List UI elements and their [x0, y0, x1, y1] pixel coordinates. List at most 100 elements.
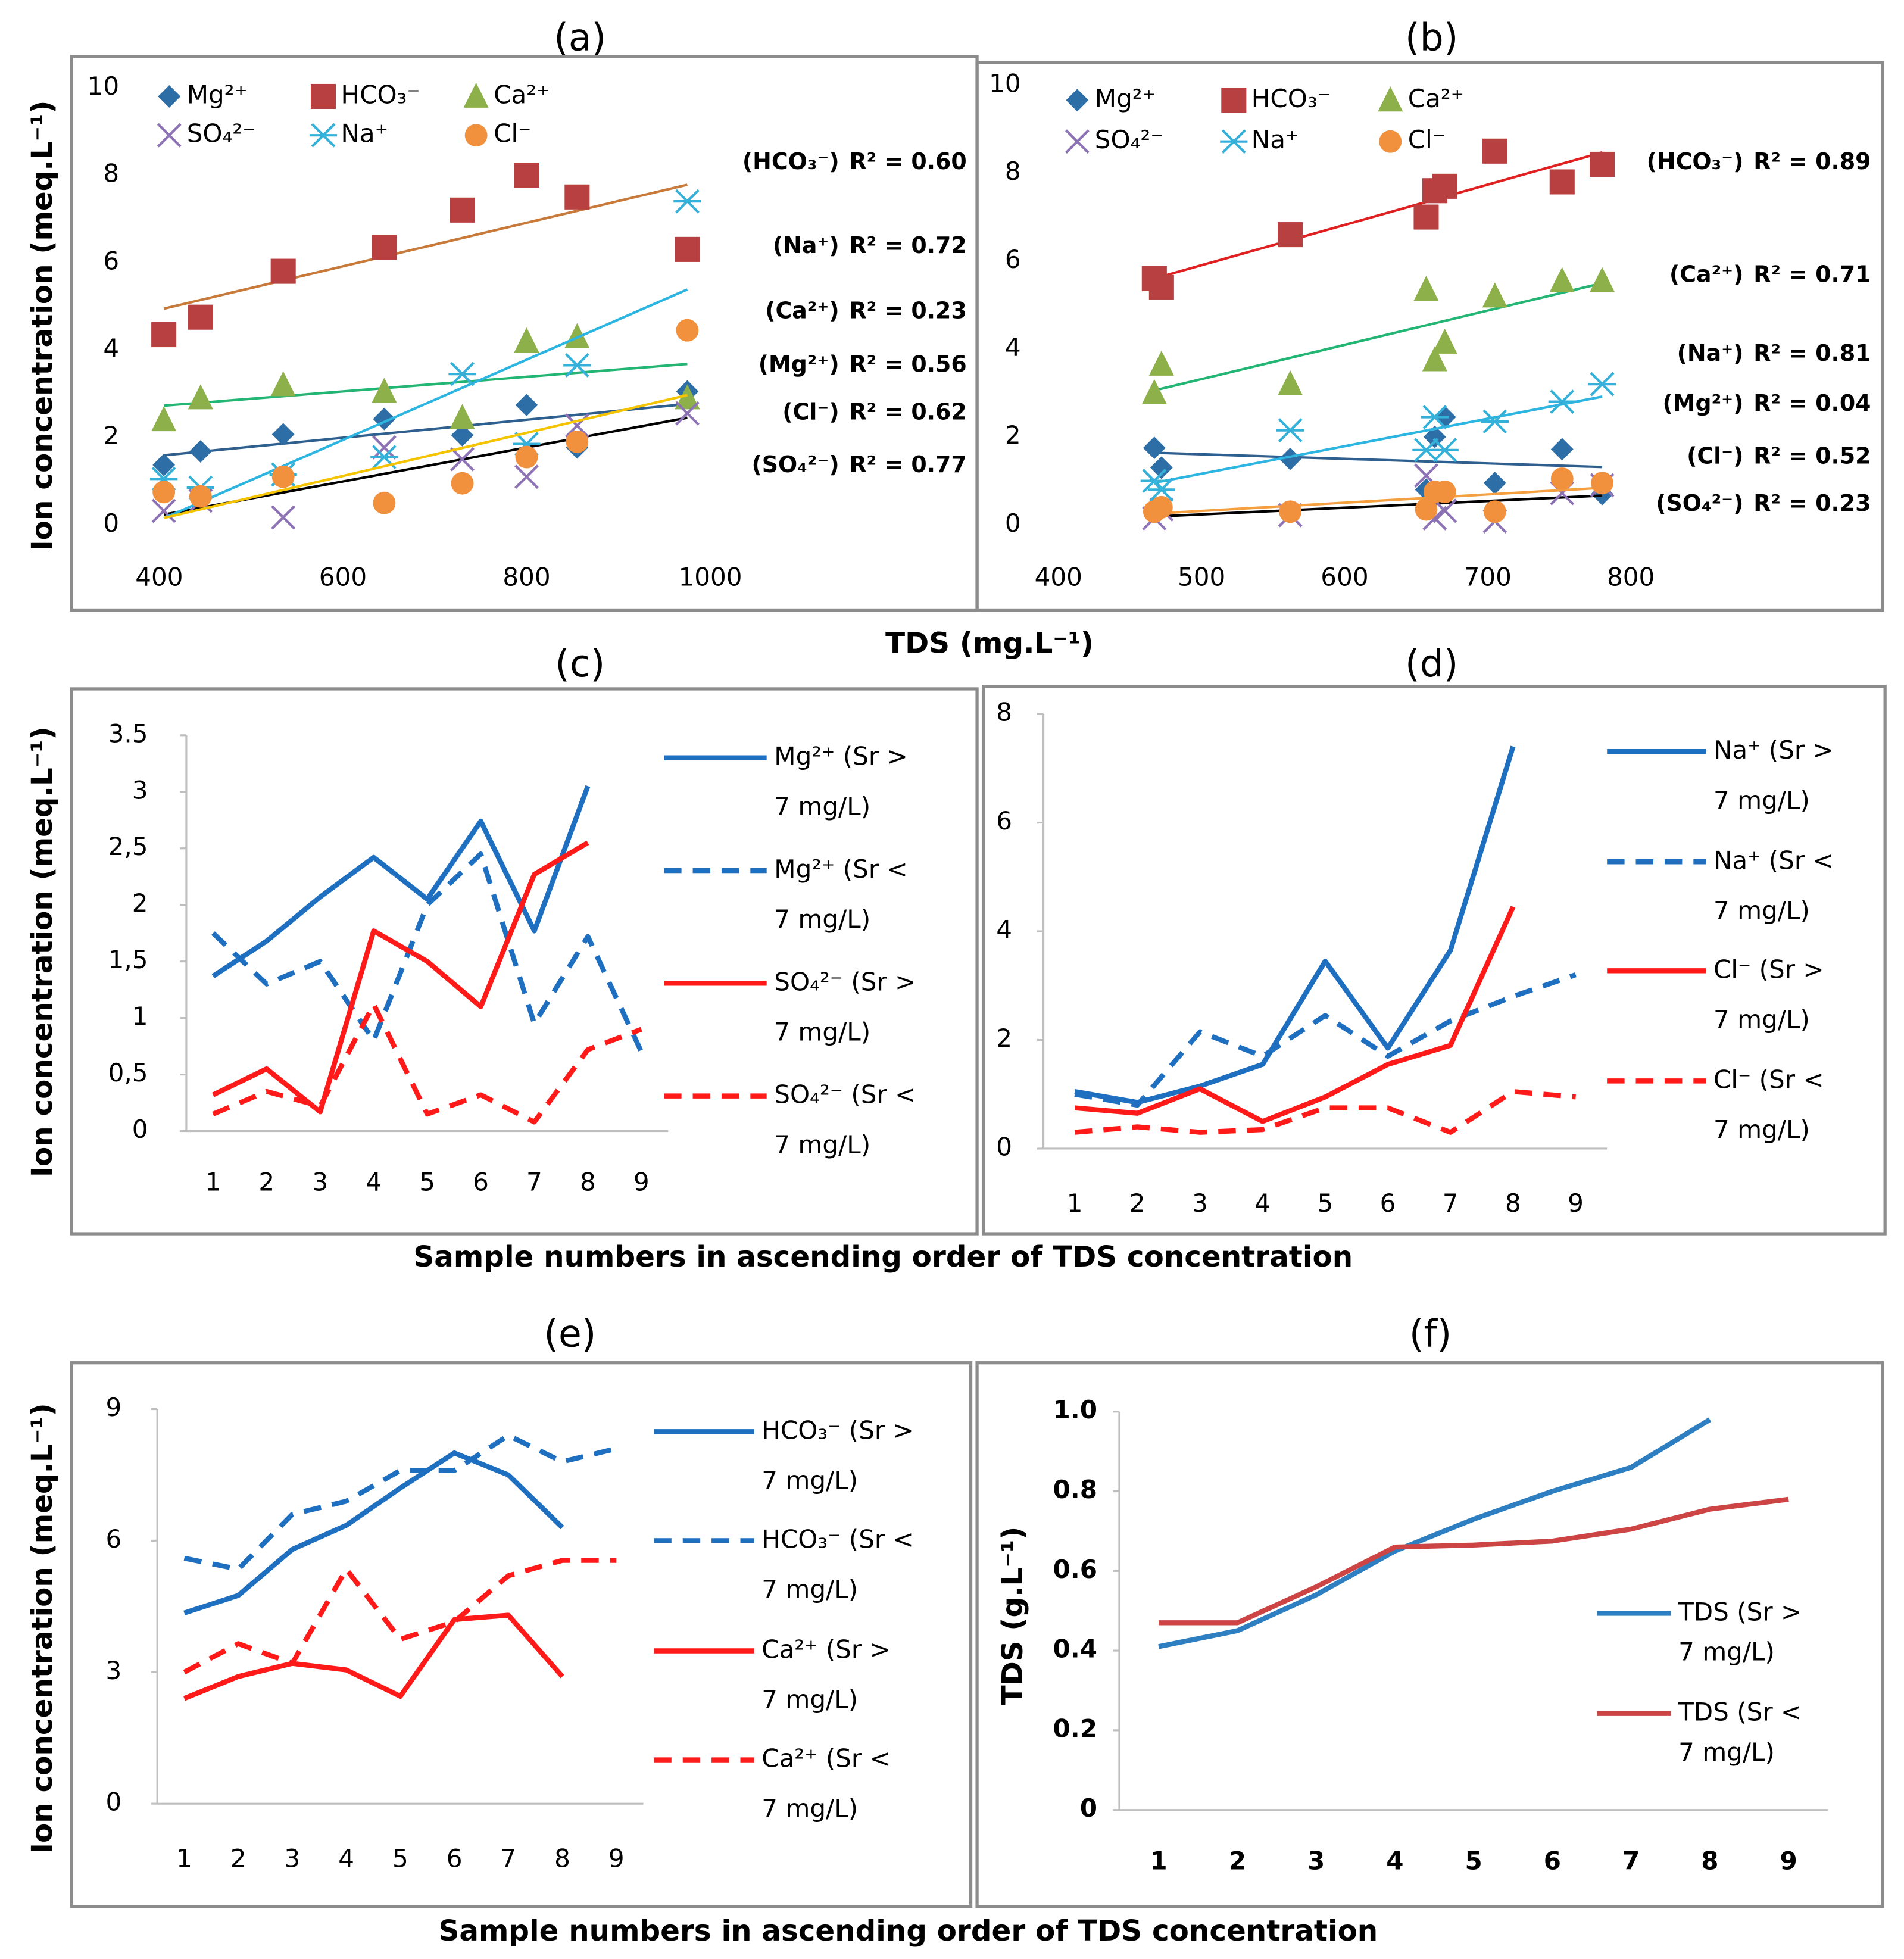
x-tick-label: 7	[1622, 1846, 1640, 1876]
marker	[1221, 88, 1247, 113]
x-tick-label: 3	[1192, 1188, 1208, 1218]
panel: (a) Ion concentration (meq.L⁻¹) TDS (mg.L⁻…	[26, 15, 1094, 660]
series-line	[1074, 745, 1516, 1105]
marker	[515, 445, 538, 469]
series-line	[183, 1450, 564, 1615]
trendline	[163, 183, 688, 310]
marker	[1549, 169, 1575, 195]
legend-label: Cl⁻	[1408, 125, 1446, 154]
r-squared: R² = 0.72	[850, 232, 967, 258]
series-line	[212, 1002, 642, 1125]
marker	[1483, 500, 1506, 523]
panel-frame	[70, 687, 979, 1236]
panel: (c) Ion concentration (meq.L⁻¹) Sample num…	[26, 641, 1353, 1274]
marker	[151, 406, 177, 432]
marker	[564, 323, 590, 348]
legend-label: Na⁺ (Sr < 7 mg/L)	[1713, 846, 1841, 925]
x-tick-label: 8	[554, 1843, 570, 1873]
marker	[1433, 481, 1456, 503]
marker	[1591, 472, 1614, 495]
marker	[1590, 151, 1615, 177]
annotation-label: (Ca²⁺)	[765, 297, 839, 323]
marker	[1379, 130, 1402, 153]
r-squared: R² = 0.56	[850, 351, 967, 378]
marker	[188, 304, 213, 330]
panel: (d) 0 2 4 6 8 1 2 3 4 5 6 7 8 9 Na⁺ (Sr > 7 mg/L) Na⁺ (S…	[981, 641, 1887, 1236]
x-tick-label: 3	[285, 1843, 301, 1873]
legend-label: Mg²⁺	[1095, 84, 1156, 113]
marker	[157, 123, 182, 148]
marker	[1549, 267, 1575, 292]
annotation-label: (Cl⁻)	[782, 399, 839, 425]
marker	[1432, 498, 1457, 523]
marker	[451, 472, 474, 495]
x-tick-label: 700	[1464, 562, 1512, 591]
r-squared: R² = 0.89	[1753, 148, 1871, 174]
marker	[1065, 129, 1090, 154]
legend-label: HCO₃⁻	[1251, 84, 1331, 113]
marker	[1276, 418, 1304, 443]
trendline	[1154, 395, 1603, 484]
trendline	[1154, 282, 1603, 392]
marker	[271, 465, 295, 488]
legend-label: SO₄²⁻	[187, 119, 256, 148]
marker	[1588, 372, 1616, 397]
panel: (b) 0 2 4 6 8 10 400 500 600 700 800 Mg²⁺ HCO₃⁻ Ca²⁺ SO…	[975, 15, 1884, 612]
y-tick-label: 9	[106, 1393, 122, 1422]
legend-label: TDS (Sr < 7 mg/L)	[1678, 1697, 1810, 1766]
marker	[270, 371, 296, 397]
marker	[448, 361, 476, 386]
marker	[151, 498, 176, 523]
x-tick-label: 3	[1307, 1846, 1325, 1876]
panel-title: (c)	[555, 641, 605, 685]
trendline	[1154, 451, 1603, 469]
x-tick-label: 7	[526, 1167, 542, 1196]
marker	[1147, 477, 1175, 502]
marker	[1143, 436, 1166, 460]
r-squared: R² = 0.60	[850, 148, 967, 174]
marker	[1148, 350, 1174, 376]
marker	[1278, 222, 1303, 248]
y-tick-label: 3	[132, 775, 148, 804]
marker	[1483, 472, 1506, 495]
marker	[1422, 346, 1447, 372]
x-tick-label: 1	[176, 1843, 192, 1873]
x-tick-label: 2	[230, 1843, 246, 1873]
marker	[515, 394, 538, 417]
x-tick-label: 6	[1544, 1846, 1561, 1876]
marker	[1550, 438, 1574, 461]
r-squared: R² = 0.23	[850, 297, 967, 323]
panel-title: (d)	[1405, 641, 1458, 685]
y-tick-label: 8	[996, 698, 1012, 727]
x-tick-label: 4	[366, 1167, 382, 1196]
x-tick-label: 4	[338, 1843, 354, 1873]
marker	[1278, 370, 1303, 396]
panel: (f) TDS (g.L⁻¹) 0 0.2 0.4 0.6 0.8 1.0 1 2 3 4 5 6 7 8 9 T…	[975, 1312, 1884, 1908]
legend-label: Cl⁻ (Sr < 7 mg/L)	[1713, 1065, 1832, 1144]
y-axis-label: TDS (g.L⁻¹)	[996, 1527, 1029, 1705]
marker	[1548, 389, 1576, 414]
x-tick-label: 7	[500, 1843, 516, 1873]
legend-label: Ca²⁺ (Sr < 7 mg/L)	[761, 1743, 898, 1823]
y-tick-label: 0	[132, 1115, 148, 1144]
y-tick-label: 0	[1080, 1793, 1097, 1823]
legend-label: TDS (Sr > 7 mg/L)	[1678, 1597, 1810, 1666]
x-tick-label: 6	[473, 1167, 489, 1196]
x-tick-label: 9	[1568, 1188, 1584, 1218]
marker	[450, 404, 475, 429]
panel-title: (b)	[1405, 15, 1458, 59]
marker	[372, 378, 397, 403]
y-tick-label: 0.8	[1053, 1475, 1097, 1504]
marker	[514, 464, 539, 489]
legend-label: Ca²⁺	[494, 80, 550, 109]
marker	[464, 124, 488, 147]
x-tick-label: 400	[135, 562, 183, 591]
x-tick-label: 4	[1254, 1188, 1271, 1218]
series-line	[212, 840, 589, 1115]
y-tick-label: 2	[132, 888, 148, 918]
legend-label: Mg²⁺ (Sr > 7 mg/L)	[774, 741, 916, 821]
marker	[188, 384, 213, 410]
y-tick-label: 10	[88, 71, 120, 101]
marker	[514, 163, 539, 188]
